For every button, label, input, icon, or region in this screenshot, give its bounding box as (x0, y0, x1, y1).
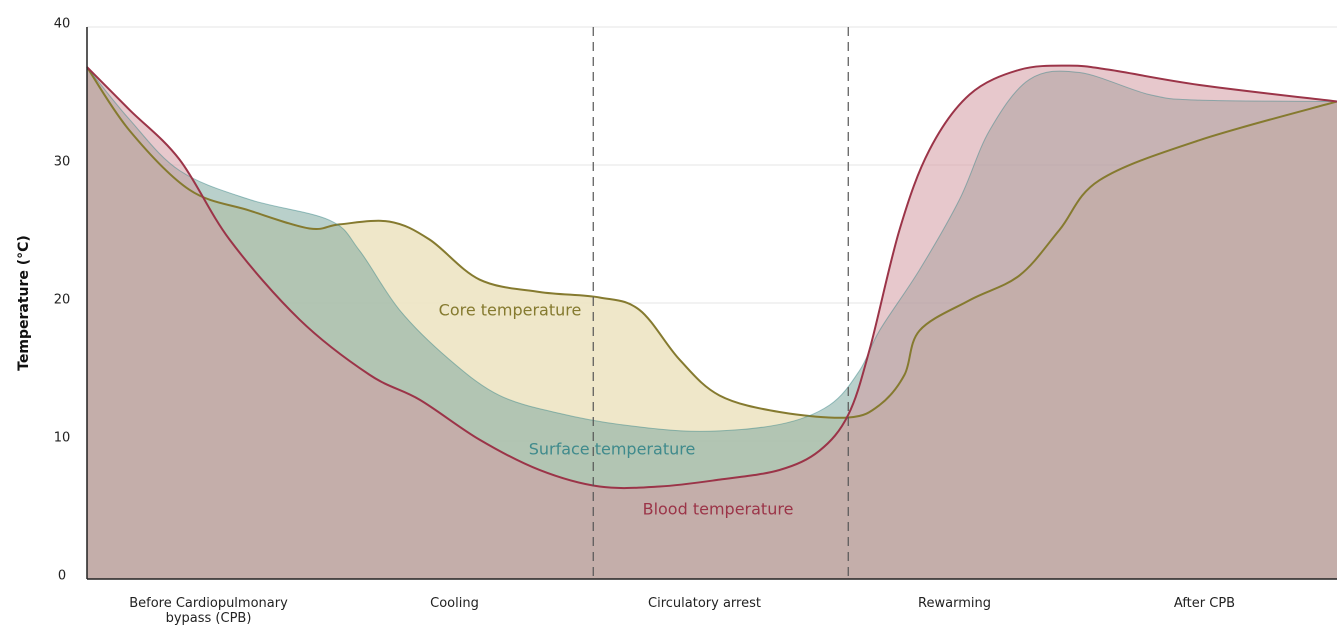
area-fill (87, 65, 1337, 579)
y-tick-label: 10 (54, 431, 71, 446)
x-tick-label: After CPB (1173, 596, 1236, 611)
series-label: Blood temperature (643, 500, 794, 519)
x-tick-label: Circulatory arrest (648, 596, 761, 611)
series-line (86, 64, 1337, 490)
x-tick-label: Rewarming (918, 596, 991, 611)
series-label: Surface temperature (529, 440, 696, 459)
y-tick-label: 0 (58, 569, 66, 584)
x-tick-label: Before Cardiopulmonary bypass (CPB) (129, 596, 288, 626)
series-line (86, 66, 1337, 432)
y-tick-label: 20 (54, 293, 71, 308)
y-tick-label: 30 (54, 155, 71, 170)
y-tick-label: 40 (54, 17, 71, 32)
series-line (86, 66, 1337, 419)
y-axis-label: Temperature (°C) (16, 235, 32, 371)
series-label: Core temperature (439, 301, 582, 320)
x-tick-label: Cooling (430, 596, 479, 611)
areas: Core temperature Surface temperature Blood… (86, 64, 1337, 580)
